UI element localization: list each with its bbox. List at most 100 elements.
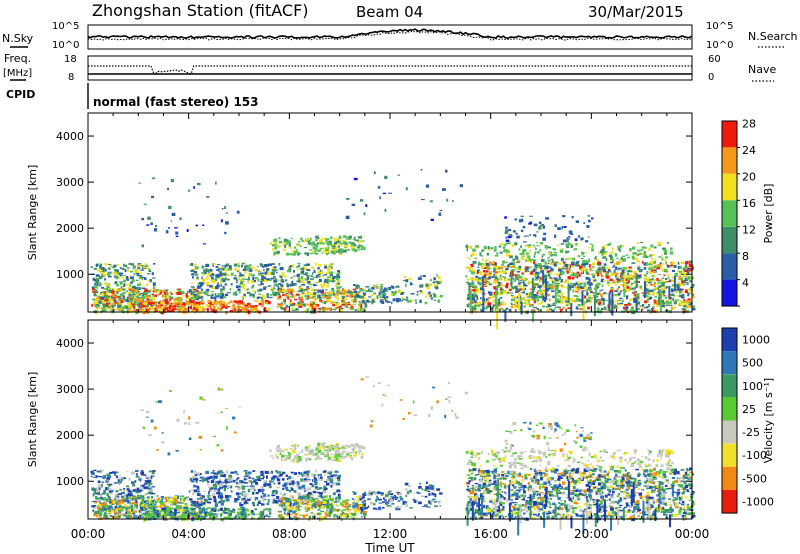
data-cell — [575, 295, 579, 298]
data-cell — [562, 295, 566, 299]
data-cell — [196, 485, 199, 488]
freq-unit: [MHz] — [3, 68, 32, 79]
data-cell — [378, 292, 381, 296]
data-cell — [106, 507, 110, 510]
data-cell — [309, 305, 312, 309]
data-cell — [139, 514, 143, 516]
data-cell — [636, 260, 640, 263]
data-cell — [233, 263, 238, 267]
data-cell — [117, 511, 120, 516]
data-cell — [178, 505, 181, 507]
data-cell — [506, 282, 509, 286]
data-cell — [648, 298, 651, 300]
data-cell — [189, 298, 192, 302]
data-cell — [505, 307, 509, 310]
data-cell — [322, 247, 325, 251]
data-cell — [638, 252, 643, 255]
data-cell — [136, 287, 140, 290]
data-cell — [671, 293, 675, 296]
data-cell — [133, 301, 136, 304]
data-cell — [437, 299, 441, 303]
data-cell — [349, 294, 353, 297]
data-cell — [236, 478, 238, 481]
data-cell — [326, 307, 331, 310]
data-cell — [314, 281, 318, 283]
data-cell — [426, 286, 429, 290]
data-cell — [206, 514, 210, 516]
data-cell — [203, 269, 206, 273]
data-cell — [151, 486, 155, 488]
data-cell — [147, 480, 150, 484]
data-cell — [314, 298, 317, 300]
data-cell — [623, 273, 626, 289]
data-cell — [553, 281, 556, 284]
data-cell — [430, 297, 434, 300]
data-cell — [353, 290, 358, 293]
data-cell — [99, 514, 102, 517]
data-cell — [210, 274, 215, 276]
data-cell — [90, 470, 94, 474]
data-cell — [349, 296, 353, 298]
data-cell — [258, 293, 261, 295]
data-cell — [237, 300, 242, 304]
data-cell — [311, 494, 314, 496]
data-cell — [297, 262, 301, 265]
data-cell — [143, 517, 146, 522]
data-cell — [199, 509, 202, 511]
data-cell — [495, 286, 498, 290]
data-cell — [508, 242, 511, 245]
data-cell — [149, 507, 153, 510]
data-cell — [147, 504, 151, 507]
data-cell — [399, 300, 404, 302]
data-cell — [252, 293, 255, 296]
data-cell — [325, 246, 329, 250]
data-cell — [566, 246, 569, 249]
data-cell — [235, 309, 240, 313]
data-cell — [153, 263, 156, 265]
data-cell — [168, 500, 173, 504]
data-cell — [213, 516, 216, 519]
data-cell — [551, 254, 556, 256]
data-cell — [108, 300, 113, 303]
data-cell — [537, 263, 542, 265]
data-cell — [303, 282, 306, 284]
data-cell — [668, 279, 671, 282]
data-cell — [90, 266, 94, 268]
data-cell — [670, 261, 673, 265]
data-cell — [107, 267, 111, 269]
data-cell — [167, 295, 172, 298]
data-cell — [528, 281, 532, 285]
data-cell — [233, 509, 236, 511]
data-cell — [210, 310, 214, 313]
data-cell — [679, 294, 681, 298]
data-cell — [148, 300, 150, 303]
data-cell — [546, 263, 549, 265]
data-cell — [193, 514, 196, 516]
data-cell — [641, 304, 645, 307]
data-cell — [521, 272, 524, 275]
data-cell — [258, 297, 262, 299]
data-cell — [478, 301, 481, 305]
data-cell — [93, 292, 96, 297]
data-cell — [600, 269, 603, 273]
data-cell — [150, 489, 153, 493]
data-cell — [175, 231, 179, 235]
data-cell — [475, 296, 478, 299]
data-cell — [212, 264, 214, 267]
data-cell — [679, 283, 684, 286]
data-cell — [494, 273, 498, 276]
data-cell — [144, 473, 147, 477]
data-cell — [97, 504, 102, 506]
data-cell — [470, 263, 474, 267]
data-cell — [92, 298, 96, 301]
data-cell — [588, 285, 592, 287]
data-cell — [330, 248, 335, 252]
data-cell — [407, 300, 412, 303]
data-cell — [117, 479, 120, 482]
data-cell — [118, 290, 121, 293]
data-cell — [582, 294, 586, 296]
data-cell — [655, 283, 658, 285]
data-cell — [621, 272, 624, 275]
data-cell — [223, 516, 226, 520]
data-cell — [170, 309, 175, 313]
